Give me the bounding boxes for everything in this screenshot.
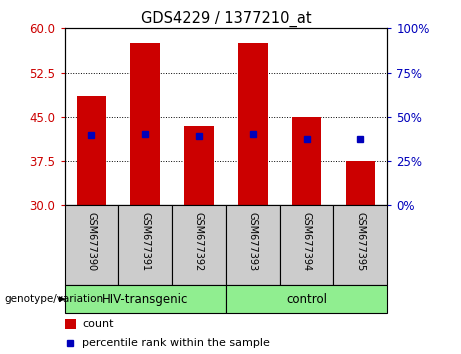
Text: control: control <box>286 293 327 306</box>
Bar <box>118 205 172 285</box>
Text: GSM677394: GSM677394 <box>301 212 312 271</box>
Bar <box>226 205 280 285</box>
Polygon shape <box>59 296 65 302</box>
Text: percentile rank within the sample: percentile rank within the sample <box>83 338 270 348</box>
Text: HIV-transgenic: HIV-transgenic <box>102 293 189 306</box>
Text: count: count <box>83 319 114 329</box>
Bar <box>238 43 267 205</box>
Bar <box>65 205 118 285</box>
Title: GDS4229 / 1377210_at: GDS4229 / 1377210_at <box>141 11 311 27</box>
Bar <box>226 285 387 313</box>
Bar <box>184 126 214 205</box>
Bar <box>292 117 321 205</box>
Bar <box>280 205 333 285</box>
Text: GSM677392: GSM677392 <box>194 212 204 271</box>
Text: GSM677393: GSM677393 <box>248 212 258 271</box>
Bar <box>130 43 160 205</box>
Bar <box>172 205 226 285</box>
Text: GSM677391: GSM677391 <box>140 212 150 271</box>
Bar <box>77 96 106 205</box>
Bar <box>65 319 76 329</box>
Bar <box>65 285 226 313</box>
Text: genotype/variation: genotype/variation <box>5 294 104 304</box>
Text: GSM677390: GSM677390 <box>86 212 96 271</box>
Text: GSM677395: GSM677395 <box>355 212 366 271</box>
Bar <box>346 161 375 205</box>
Bar <box>333 205 387 285</box>
